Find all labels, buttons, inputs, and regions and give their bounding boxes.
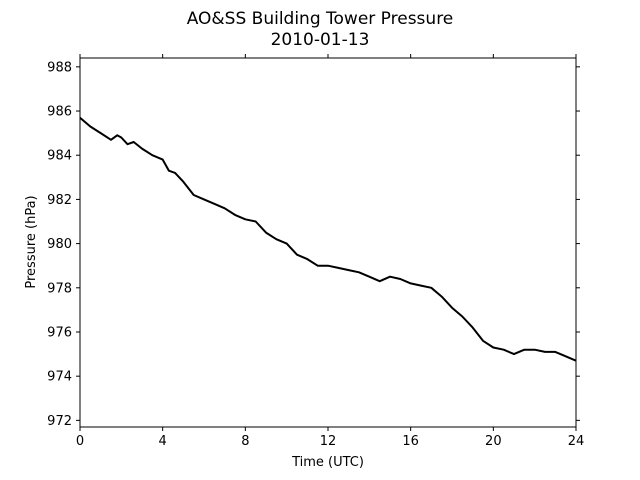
x-tick-label: 16 [402, 434, 419, 449]
x-tick-label: 4 [159, 434, 167, 449]
y-axis-label: Pressure (hPa) [24, 195, 39, 288]
pressure-series-line [79, 116, 577, 362]
y-tick-label: 986 [47, 105, 72, 120]
x-axis-label: Time (UTC) [291, 455, 364, 470]
x-tick-label: 8 [241, 434, 249, 449]
x-tick-label: 0 [76, 434, 84, 449]
y-tick-label: 980 [47, 237, 72, 252]
y-tick-label: 978 [47, 281, 72, 296]
plot-frame [79, 57, 577, 428]
y-tick-label: 984 [47, 149, 72, 164]
y-tick-label: 972 [47, 414, 72, 429]
y-tick-label: 976 [47, 325, 72, 340]
x-tick-label: 20 [485, 434, 502, 449]
y-tick-label: 988 [47, 60, 72, 75]
x-tick-label: 24 [568, 434, 585, 449]
chart-subtitle: 2010-01-13 [271, 30, 370, 50]
chart-title: AO&SS Building Tower Pressure [187, 9, 454, 29]
x-tick-label: 12 [320, 434, 337, 449]
y-tick-label: 982 [47, 193, 72, 208]
y-tick-label: 974 [47, 370, 72, 385]
axis-ticks: 0 4 8 12 16 20 24 972 974 976 978 980 982 984 986 988 [47, 54, 584, 449]
